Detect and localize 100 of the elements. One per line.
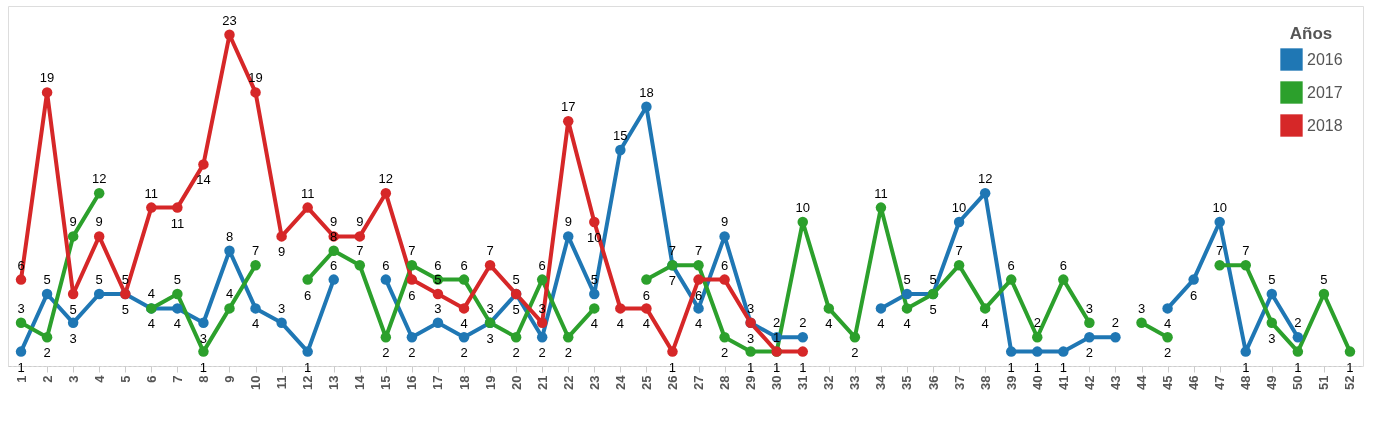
x-tick-label: 3 [65, 375, 81, 383]
x-tick-label: 46 [1186, 375, 1202, 390]
data-label: 3 [199, 330, 208, 346]
data-label: 7 [486, 243, 494, 259]
data-label: 9 [277, 244, 286, 260]
data-label: 6 [694, 287, 703, 303]
data-label: 4 [694, 316, 703, 332]
x-tick-label: 24 [612, 374, 628, 390]
legend-label: 2017 [1307, 83, 1343, 101]
data-label: 5 [121, 302, 129, 317]
x-tick-label: 7 [169, 375, 185, 383]
data-label: 10 [795, 200, 810, 215]
x-tick-label: 21 [534, 375, 550, 390]
data-label: 3 [1268, 330, 1276, 346]
data-label: 4 [251, 316, 260, 332]
data-label: 3 [538, 300, 546, 316]
x-tick-label: 19 [482, 375, 498, 390]
x-tick-label: 43 [1107, 375, 1123, 390]
data-label: 3 [69, 330, 77, 346]
x-tick-label: 20 [508, 375, 524, 390]
x-tick-label: 17 [430, 375, 446, 390]
data-label: 2 [460, 345, 468, 361]
data-label: 7 [251, 243, 260, 259]
data-label: 5 [121, 272, 129, 287]
x-tick-label: 34 [873, 374, 889, 390]
x-tick-label: 44 [1134, 374, 1150, 390]
x-tick-label: 41 [1055, 375, 1071, 390]
data-label: 6 [1007, 257, 1015, 273]
x-tick-label: 5 [117, 375, 133, 383]
x-tick-label: 6 [143, 375, 159, 383]
data-label: 5 [903, 272, 911, 287]
data-label: 2 [408, 345, 416, 361]
data-label: 2 [773, 315, 781, 331]
data-label: 4 [460, 316, 468, 332]
data-label: 3 [434, 300, 442, 316]
x-tick-label: 30 [769, 375, 785, 390]
x-tick-label: 27 [691, 375, 707, 390]
data-label: 6 [720, 257, 729, 273]
x-tick-label: 47 [1212, 375, 1228, 390]
data-label: 5 [43, 272, 51, 287]
data-label: 5 [929, 272, 937, 287]
data-label: 4 [616, 316, 624, 332]
x-tick-label: 25 [638, 375, 654, 390]
data-label: 23 [222, 12, 237, 28]
legend-title: Años [1289, 24, 1333, 43]
x-tick-label: 8 [195, 375, 211, 383]
x-tick-label: 10 [248, 375, 264, 390]
data-label: 9 [356, 214, 364, 230]
x-tick-label: 2 [39, 375, 55, 383]
legend-label: 2018 [1307, 116, 1343, 134]
data-label: 10 [1212, 200, 1227, 215]
data-label: 1 [773, 329, 781, 345]
data-label: 4 [590, 316, 598, 332]
data-label: 2 [720, 345, 729, 361]
x-tick-label: 16 [404, 375, 420, 390]
data-label: 3 [1137, 300, 1146, 316]
data-label: 12 [977, 171, 993, 187]
data-label: 2 [512, 345, 520, 361]
x-tick-label: 49 [1264, 375, 1280, 390]
data-label: 7 [408, 243, 416, 259]
data-label: 5 [512, 272, 520, 287]
data-label: 11 [874, 185, 888, 201]
data-label: 10 [951, 200, 967, 215]
data-label: 2 [43, 345, 51, 361]
x-tick-label: 11 [274, 375, 290, 390]
x-tick-label: 35 [899, 375, 915, 390]
x-tick-label: 1 [13, 375, 29, 383]
x-tick-label: 4 [91, 374, 107, 383]
x-tick-label: 40 [1029, 375, 1045, 390]
x-tick-label: 12 [300, 375, 316, 390]
x-tick-label: 29 [743, 375, 759, 390]
x-tick-label: 42 [1081, 375, 1097, 390]
x-tick-label: 51 [1316, 375, 1332, 390]
x-tick-label: 39 [1003, 375, 1019, 390]
data-label: 6 [408, 287, 416, 303]
data-label: 3 [486, 300, 494, 316]
x-tick-label: 48 [1238, 375, 1254, 390]
x-tick-label: 15 [378, 375, 394, 390]
data-label: 4 [642, 316, 651, 332]
data-label: 4 [1163, 316, 1172, 332]
data-label: 2 [538, 345, 546, 361]
data-label: 9 [564, 214, 572, 230]
data-label: 7 [694, 243, 703, 259]
x-tick-label: 14 [352, 374, 368, 390]
data-label: 11 [170, 215, 185, 231]
data-label: 4 [225, 286, 234, 302]
x-tick-label: 33 [847, 375, 863, 390]
data-label: 2 [564, 345, 572, 361]
legend-label: 2016 [1307, 50, 1343, 68]
data-label: 6 [330, 257, 338, 273]
data-label: 6 [434, 257, 442, 273]
data-label: 6 [538, 257, 546, 273]
data-label: 7 [668, 273, 677, 289]
data-label: 4 [147, 316, 155, 332]
data-label: 6 [304, 287, 312, 303]
data-label: 14 [196, 172, 211, 188]
data-label: 9 [95, 214, 103, 230]
data-label: 11 [300, 185, 315, 201]
data-label: 2 [1085, 345, 1094, 361]
data-label: 2 [1111, 315, 1120, 331]
